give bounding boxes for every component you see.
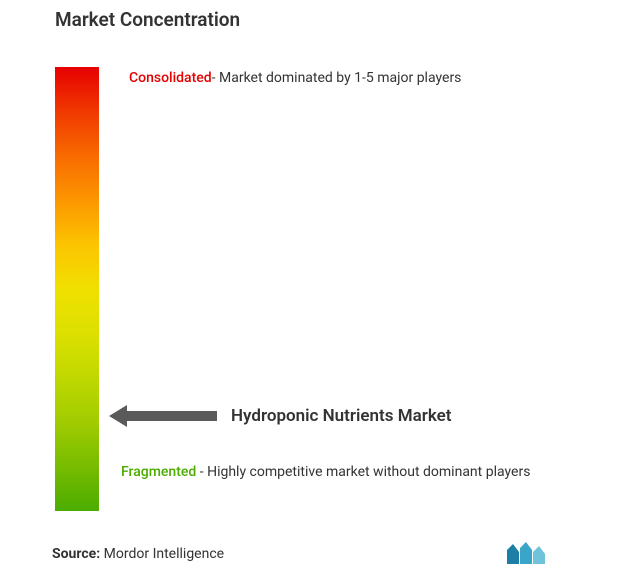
fragmented-label: Fragmented [121, 464, 196, 480]
arrow-left-icon [109, 405, 217, 427]
consolidated-label: Consolidated [129, 70, 212, 86]
source-value: Mordor Intelligence [100, 546, 224, 562]
concentration-gradient-bar [55, 67, 99, 511]
fragmented-annotation: Fragmented - Highly competitive market w… [121, 459, 582, 486]
page-title: Market Concentration [55, 8, 592, 31]
market-name-label: Hydroponic Nutrients Market [231, 406, 452, 426]
fragmented-description: - Highly competitive market without domi… [196, 464, 530, 480]
market-pointer: Hydroponic Nutrients Market [109, 405, 452, 427]
annotations-area: Consolidated- Market dominated by 1-5 ma… [119, 67, 592, 511]
consolidated-description: - Market dominated by 1-5 major players [212, 70, 462, 86]
consolidated-annotation: Consolidated- Market dominated by 1-5 ma… [129, 67, 592, 86]
source-attribution: Source: Mordor Intelligence [52, 546, 224, 562]
concentration-content: Consolidated- Market dominated by 1-5 ma… [55, 67, 592, 511]
mordor-logo-icon [507, 542, 547, 564]
source-label: Source: [52, 546, 100, 562]
